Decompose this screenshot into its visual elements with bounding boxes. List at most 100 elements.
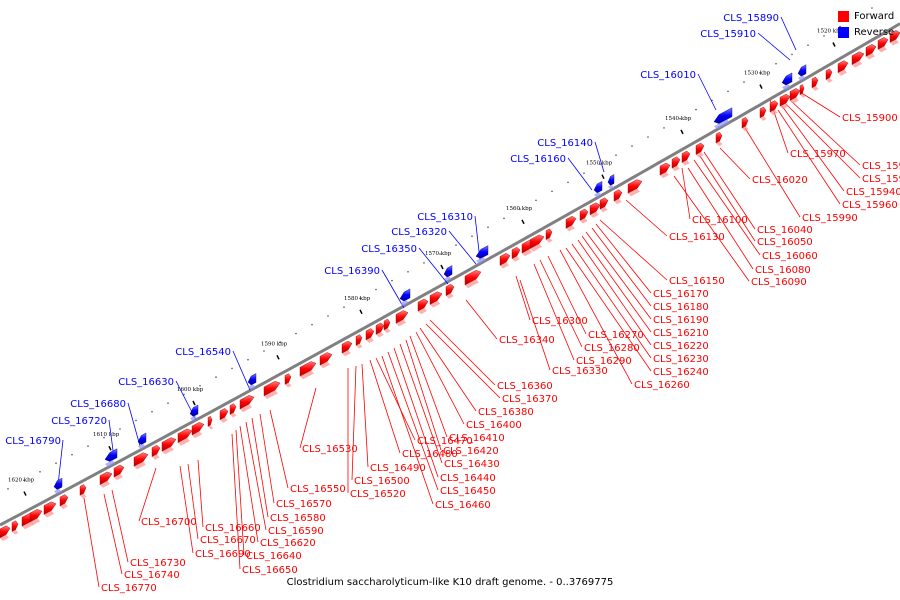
reverse-gene [593,181,603,198]
leader-line [571,243,652,359]
minor-tick-dot [327,315,329,317]
gene-label: CLS_16690 [195,549,251,560]
gene-label: CLS_16140 [537,138,593,149]
minor-tick-dot [167,402,169,404]
leader-line [744,127,801,218]
forward-gene [599,197,609,213]
forward-gene [284,373,292,388]
scale-tick-mark [521,219,525,225]
forward-gene [659,162,671,179]
minor-tick-dot [215,376,217,378]
minor-tick-dot [679,117,681,120]
minor-tick-dot [279,341,281,344]
reverse-gene [797,64,807,81]
leader-line [577,239,652,346]
forward-gene [865,44,877,60]
gene-label: CLS_16360 [497,381,553,392]
gene-label: CLS_16230 [653,354,709,365]
gene-label: CLS_16390 [324,266,380,277]
minor-tick-dot [791,53,793,56]
gene-label: CLS_16410 [449,433,505,444]
gene-label: CLS_16460 [435,500,491,511]
forward-gene [355,334,363,349]
minor-tick-dot [455,244,457,246]
minor-tick-dot [263,350,265,352]
leader-line [533,263,575,361]
minor-tick-dot [775,62,777,65]
leader-line [232,350,251,391]
gene-label: CLS_16020 [752,175,808,186]
leader-line [781,105,845,192]
leader-line [197,459,204,528]
forward-gene [769,100,779,116]
gene-label: CLS_16490 [370,463,426,474]
leader-line [361,363,369,468]
forward-gene [671,156,681,172]
leader-line [777,109,841,205]
scale-tick-label: 1550 kbp [586,161,613,167]
gene-label: CLS_16680 [70,399,126,410]
leader-line [415,331,465,425]
genome-caption: Clostridium saccharolyticum-like K10 dra… [286,577,614,588]
gene-label: CLS_16170 [653,289,709,300]
gene-label: CLS_16450 [440,486,496,497]
forward-gene [851,51,865,68]
minor-tick-dot [855,16,857,19]
gene-label: CLS_16670 [200,535,256,546]
leader-line [251,417,269,518]
scale-tick-label: 1520 kbp [817,28,844,34]
leader-line [245,421,267,531]
forward-gene [779,93,791,110]
gene-label: CLS_16290 [576,356,632,367]
forward-gene [263,380,281,399]
gene-label: CLS_16350 [361,244,417,255]
forward-gene [151,444,161,460]
forward-gene [161,437,177,455]
leader-line [594,141,605,173]
minor-tick-dot [55,462,57,465]
gene-label: CLS_16300 [532,316,588,327]
gene-label: CLS_16340 [499,335,555,346]
forward-gene [589,202,601,218]
forward-gene [741,117,749,132]
leader-line [785,103,861,179]
gene-label: CLS_16370 [502,394,558,405]
leader-line [547,255,587,335]
minor-tick-dot [519,208,521,211]
forward-gene [445,283,455,299]
gene-label: CLS_16240 [653,367,709,378]
forward-gene [29,509,43,526]
forward-gene [499,253,511,269]
minor-tick-dot [183,393,185,396]
gene-label: CLS_16500 [354,476,410,487]
reverse-gene [399,288,411,307]
scale-tick-label: 1530 kbp [744,71,771,77]
leader-line [381,269,405,309]
leader-line [581,235,652,333]
scale-tick-label: 1620 kbp [8,478,35,484]
gene-label: CLS_16740 [124,570,180,581]
gene-label: CLS_16440 [440,473,496,484]
forward-gene [715,131,723,147]
leader-line [567,157,593,191]
minor-tick-dot [247,358,249,361]
leader-line [375,357,416,441]
leader-line [111,489,129,563]
scale-tick-mark [601,174,605,180]
minor-tick-dot [727,90,729,93]
forward-gene [219,408,229,423]
forward-gene [464,269,482,289]
forward-gene [239,395,255,413]
reverse-gene [475,245,489,264]
forward-gene [511,246,521,262]
forward-gene [299,361,317,380]
minor-tick-dot [743,81,745,83]
gene-label: CLS_16220 [653,341,709,352]
forward-gene [365,328,375,343]
scale-tick-label: 1600 kbp [177,387,204,393]
reverse-gene [137,432,147,450]
leader-line [419,327,477,412]
gene-label: CLS_15960 [842,200,898,211]
gene-label: CLS_16640 [246,551,302,562]
minor-tick-dot [551,190,553,193]
